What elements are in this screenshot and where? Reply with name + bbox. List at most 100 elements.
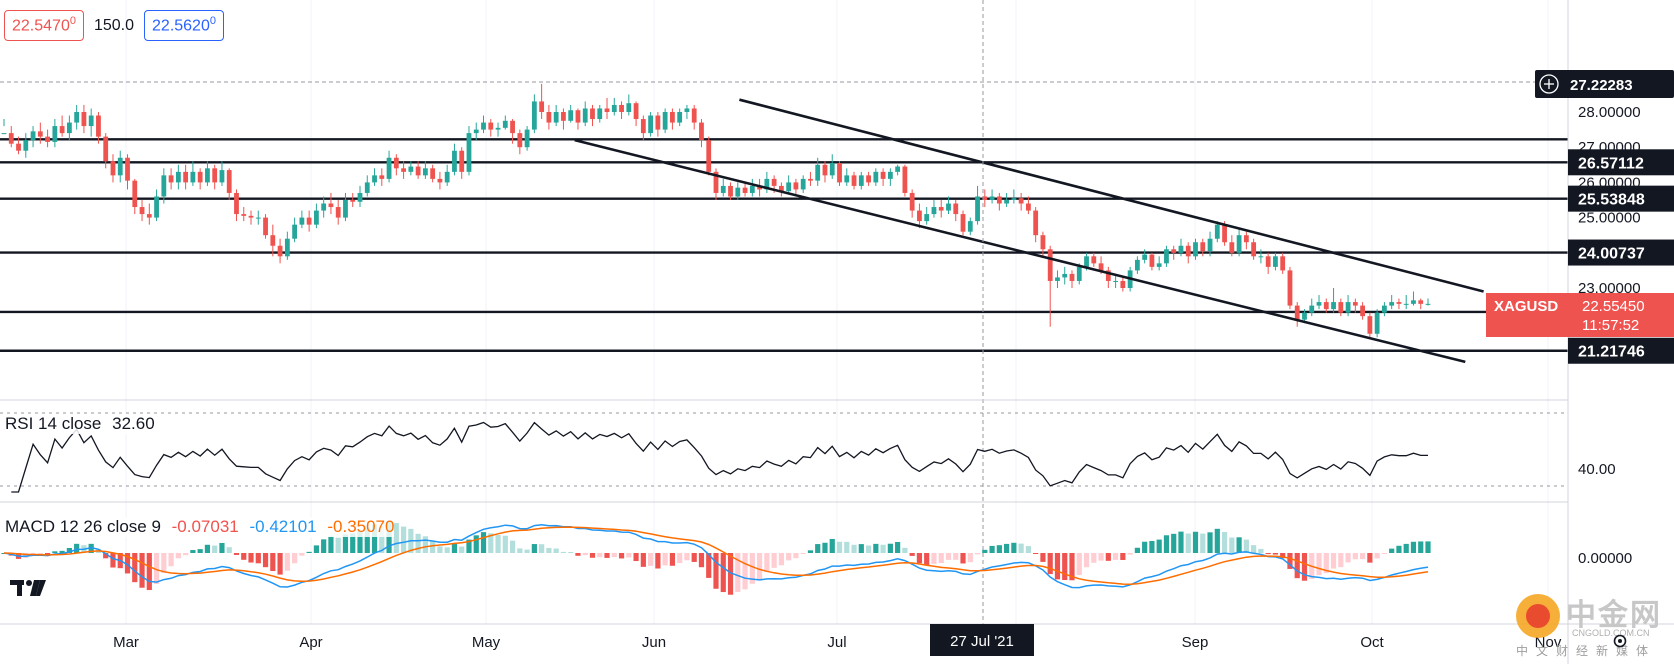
candle bbox=[764, 171, 770, 193]
horizontal-levels bbox=[0, 138, 1568, 352]
macd-histogram-bar bbox=[1163, 535, 1170, 553]
macd-histogram-bar bbox=[183, 553, 189, 556]
macd-histogram-bar bbox=[190, 550, 196, 553]
candle bbox=[66, 115, 72, 141]
macd-histogram-bar bbox=[204, 544, 211, 553]
candle bbox=[786, 175, 792, 193]
candle bbox=[154, 189, 159, 222]
macd-histogram-bar bbox=[786, 553, 792, 561]
candle bbox=[590, 104, 595, 127]
candle bbox=[393, 154, 399, 176]
candle-body bbox=[1418, 300, 1424, 304]
channel-trendline[interactable] bbox=[574, 138, 1466, 364]
macd-histogram-bar bbox=[1330, 553, 1337, 569]
candle-body bbox=[1062, 273, 1068, 278]
macd-histogram-bar bbox=[451, 543, 458, 553]
candle bbox=[437, 171, 443, 190]
ask-price: 22.5620 bbox=[152, 17, 210, 35]
candle bbox=[1331, 288, 1336, 313]
candle bbox=[597, 104, 603, 123]
candle bbox=[684, 104, 690, 120]
candle bbox=[996, 192, 1002, 211]
tradingview-logo[interactable] bbox=[10, 574, 50, 604]
macd-histogram-bar bbox=[1200, 533, 1206, 553]
macd-legend[interactable]: MACD 12 26 close 9 -0.07031 -0.42101 -0.… bbox=[5, 517, 395, 537]
candle-body bbox=[895, 166, 901, 172]
candle-body bbox=[619, 104, 624, 112]
candle-body bbox=[270, 235, 276, 246]
candle-body bbox=[103, 136, 109, 162]
macd-histogram-bar bbox=[444, 547, 450, 553]
settings-gear-icon[interactable] bbox=[1611, 632, 1629, 650]
candle-body bbox=[648, 115, 654, 134]
candle-body bbox=[1113, 280, 1118, 282]
level-price-label: 24.00737 bbox=[1568, 239, 1674, 266]
candle bbox=[517, 129, 523, 155]
candle-body bbox=[808, 178, 813, 181]
candle-body bbox=[299, 217, 305, 225]
candle-body bbox=[1004, 200, 1010, 204]
candle bbox=[1040, 231, 1046, 257]
candle-body bbox=[59, 126, 65, 134]
bid-button[interactable]: 22.54700 bbox=[4, 10, 84, 41]
candle bbox=[946, 196, 951, 215]
price-axis-tick: 28.00000 bbox=[1578, 104, 1641, 121]
candle bbox=[364, 175, 370, 197]
candle-body bbox=[1294, 305, 1300, 320]
rsi-label: RSI 14 close bbox=[5, 414, 102, 433]
candle-body bbox=[1338, 302, 1344, 313]
macd-histogram-bar bbox=[698, 553, 705, 568]
add-plus-icon[interactable] bbox=[1539, 74, 1559, 94]
ask-button[interactable]: 22.56200 bbox=[144, 10, 224, 41]
macd-histogram-bar bbox=[539, 544, 545, 553]
candle bbox=[800, 175, 806, 193]
macd-histogram-bar bbox=[132, 553, 138, 583]
macd-histogram-bar bbox=[502, 535, 508, 553]
candle-body bbox=[967, 221, 973, 232]
macd-histogram-bar bbox=[1367, 553, 1373, 563]
macd-histogram-bar bbox=[996, 545, 1002, 553]
candle bbox=[1258, 249, 1264, 264]
macd-histogram-bar bbox=[895, 541, 901, 553]
candle bbox=[328, 192, 334, 215]
candle bbox=[481, 115, 486, 134]
macd-histogram-bar bbox=[669, 553, 676, 566]
candle bbox=[270, 224, 276, 257]
macd-histogram-bar bbox=[531, 544, 537, 553]
candle bbox=[1352, 298, 1358, 313]
candle bbox=[967, 217, 973, 236]
candle bbox=[1033, 207, 1039, 243]
macd-histogram-bar bbox=[1323, 553, 1329, 574]
crosshair-date: 27 Jul '21 bbox=[950, 633, 1014, 650]
macd-histogram-bar bbox=[1083, 553, 1090, 568]
candle-body bbox=[1382, 305, 1387, 313]
macd-histogram-bar bbox=[1338, 553, 1344, 568]
candle-body bbox=[379, 175, 385, 179]
candle bbox=[103, 133, 109, 169]
macd-histogram-bar bbox=[212, 545, 218, 553]
candle bbox=[37, 122, 43, 144]
candle bbox=[575, 108, 581, 130]
candle bbox=[1316, 295, 1322, 310]
channel-trendline[interactable] bbox=[739, 98, 1484, 293]
candle bbox=[1236, 228, 1242, 257]
macd-histogram-bar bbox=[727, 553, 734, 595]
candle bbox=[699, 119, 704, 148]
macd-histogram-bar bbox=[800, 553, 806, 554]
candle-body bbox=[1047, 249, 1053, 281]
macd-histogram-bar bbox=[611, 553, 617, 557]
macd-histogram-bar bbox=[1018, 543, 1024, 553]
candle-body bbox=[248, 215, 254, 218]
bid-price: 22.5470 bbox=[12, 17, 70, 35]
rsi-legend[interactable]: RSI 14 close 32.60 bbox=[5, 414, 155, 434]
macd-histogram-bar bbox=[771, 553, 777, 568]
candle bbox=[88, 108, 94, 137]
candle bbox=[844, 168, 850, 186]
candle-body bbox=[873, 171, 879, 183]
candle-body bbox=[343, 200, 348, 218]
macd-histogram-bar bbox=[989, 545, 995, 553]
candle bbox=[1309, 298, 1315, 317]
candle bbox=[917, 203, 922, 229]
watermark-brand: 中金网 bbox=[1566, 598, 1662, 633]
